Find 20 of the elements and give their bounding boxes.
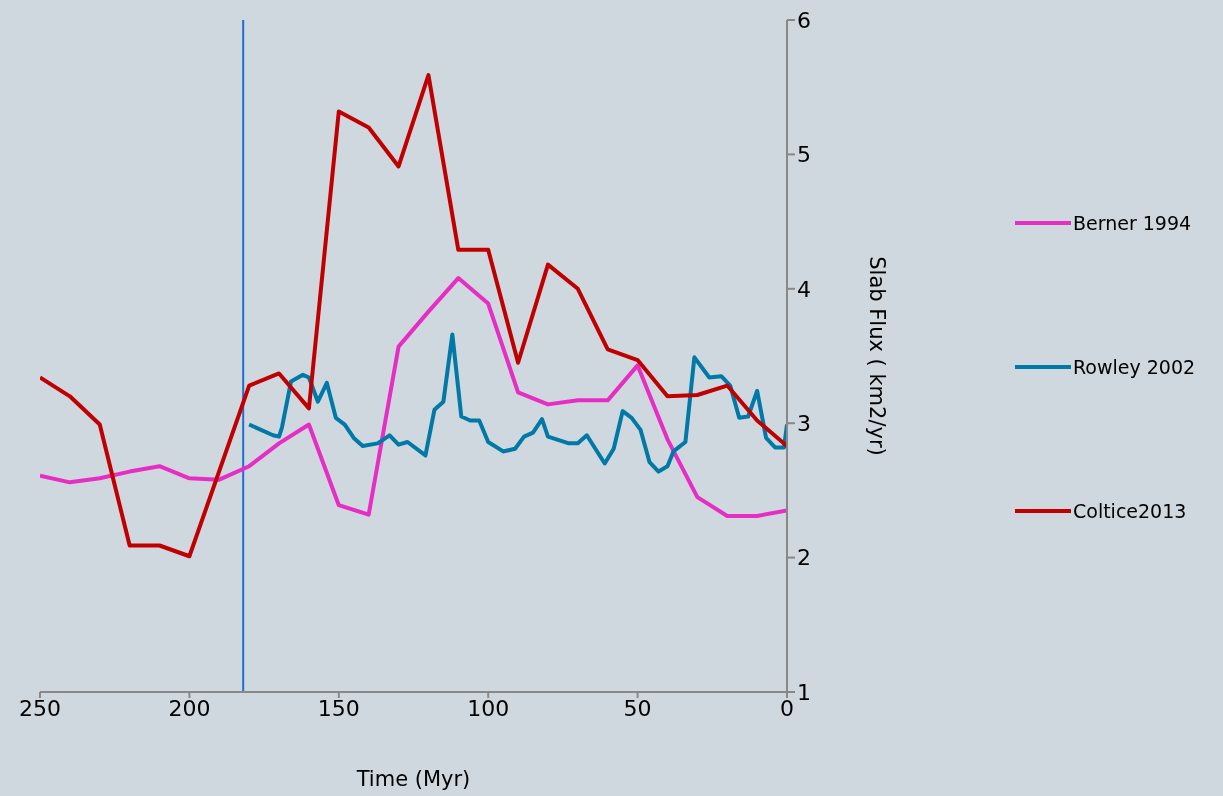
legend-label: Berner 1994 [1073,212,1192,234]
y-tick-label: 5 [797,142,811,168]
y-tick-label: 1 [797,679,811,705]
line-series [247,332,787,474]
line-series [40,73,787,559]
x-tick-label: 100 [467,695,510,721]
legend-label: Coltice2013 [1073,500,1187,522]
y-tick-label: 4 [797,276,811,302]
x-tick-label: 0 [780,695,794,721]
line-series [40,276,787,518]
y-tick-label: 2 [797,545,811,571]
y-tick-label: 3 [797,411,811,437]
x-tick-label: 50 [623,695,652,721]
x-axis-title: Time (Myr) [355,767,471,791]
y-axis-title: Slab Flux ( km2/yr) [864,256,889,456]
legend-label: Rowley 2002 [1073,356,1196,378]
x-tick-label: 150 [317,695,360,721]
y-tick-label: 6 [797,7,811,33]
x-tick-label: 200 [168,695,211,721]
x-tick-label: 250 [19,695,61,721]
